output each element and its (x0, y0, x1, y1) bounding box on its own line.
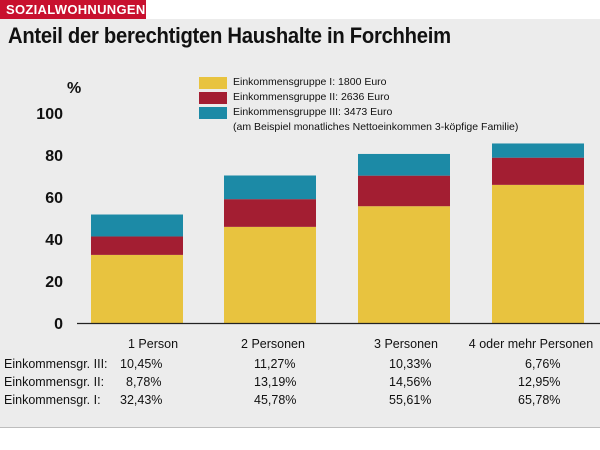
bar-4-group-1 (492, 184, 584, 323)
y-tick-label-80: 80 (45, 148, 63, 165)
legend-label-group-1: Einkommensgruppe I: 1800 Euro (233, 76, 387, 88)
table-row-label: Einkommensgr. II: (4, 375, 105, 389)
table-cell: 32,43% (120, 393, 163, 407)
table-cell: 13,19% (254, 375, 297, 389)
table-row-label: Einkommensgr. I: (4, 393, 101, 407)
table-row-label: Einkommensgr. III: (4, 357, 108, 371)
table-row-group-3: Einkommensgr. III: 10,45% 11,27% 10,33% … (4, 357, 600, 374)
table-cell: 12,95% (518, 375, 561, 389)
y-tick-label-60: 60 (45, 190, 63, 207)
table-row-group-2: Einkommensgr. II: 8,78% 13,19% 14,56% 12… (4, 375, 600, 392)
bar-2-group-1 (224, 226, 316, 323)
bar-1-group-1 (91, 254, 183, 323)
legend-item-group-2: Einkommensgruppe II: 2636 Euro (199, 90, 518, 105)
y-tick-label-100: 100 (36, 106, 63, 123)
table-cell: 14,56% (389, 375, 432, 389)
legend-item-group-3: Einkommensgruppe III: 3473 Euro (199, 105, 518, 120)
table-cell: 11,27% (254, 357, 296, 371)
y-axis-label: % (67, 80, 81, 97)
bar-3-group-2 (358, 175, 450, 207)
category-label-1-person: 1 Person (127, 337, 179, 351)
bottom-rule (0, 427, 600, 428)
table-cell: 55,61% (389, 393, 432, 407)
y-tick-label-0: 0 (54, 316, 63, 333)
table-cell: 10,45% (120, 357, 163, 371)
category-label-2-personen: 2 Personen (241, 337, 305, 351)
bar-2-group-2 (224, 199, 316, 227)
table-cell: 65,78% (518, 393, 561, 407)
legend-item-group-1: Einkommensgruppe I: 1800 Euro (199, 75, 518, 90)
table-cell: 10,33% (389, 357, 432, 371)
bar-3-group-3 (358, 153, 450, 176)
legend-note: (am Beispiel monatliches Nettoeinkommen … (233, 121, 519, 133)
y-tick-label-20: 20 (45, 274, 63, 291)
bar-2-group-3 (224, 175, 316, 200)
section-tag: SOZIALWOHNUNGEN (0, 0, 146, 19)
bar-3-group-1 (358, 206, 450, 323)
legend: Einkommensgruppe I: 1800 Euro Einkommens… (199, 75, 518, 135)
table-cell: 8,78% (126, 375, 162, 389)
legend-label-group-2: Einkommensgruppe II: 2636 Euro (233, 91, 390, 103)
bar-4-group-3 (492, 143, 584, 158)
category-label-3-personen: 3 Personen (374, 337, 438, 351)
bar-4-group-2 (492, 157, 584, 185)
table-cell: 6,76% (525, 357, 561, 371)
legend-label-group-3: Einkommensgruppe III: 3473 Euro (233, 106, 393, 118)
bar-1-group-3 (91, 214, 183, 237)
legend-swatch-group-1 (199, 76, 227, 89)
legend-swatch-group-2 (199, 91, 227, 104)
legend-swatch-group-3 (199, 106, 227, 119)
table-row-group-1: Einkommensgr. I: 32,43% 45,78% 55,61% 65… (4, 393, 600, 410)
bar-1-group-2 (91, 236, 183, 255)
y-tick-label-40: 40 (45, 232, 63, 249)
table-cell: 45,78% (254, 393, 297, 407)
category-label-4-oder-mehr-personen: 4 oder mehr Personen (468, 337, 594, 351)
chart-title: Anteil der berechtigten Haushalte in For… (8, 23, 451, 48)
